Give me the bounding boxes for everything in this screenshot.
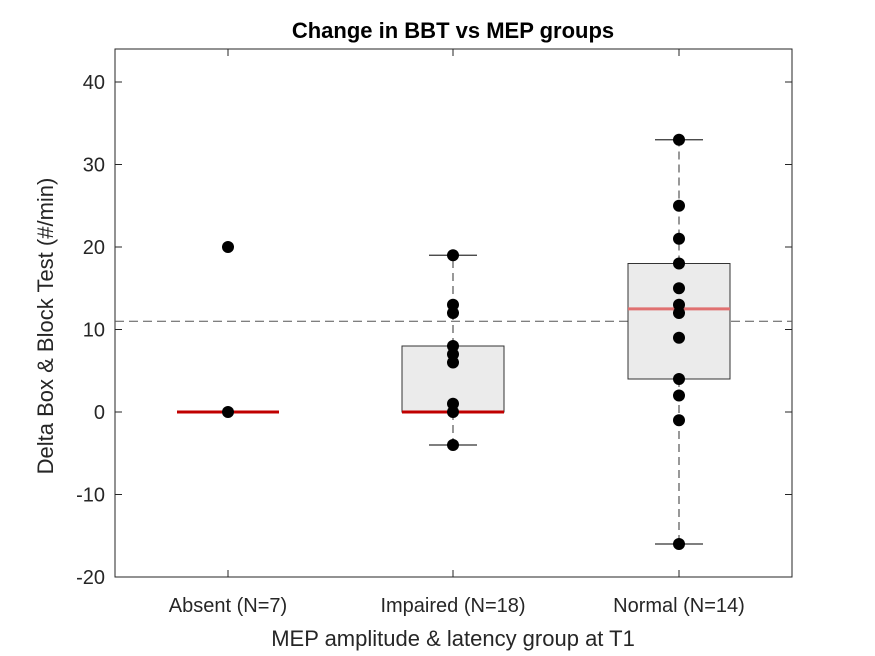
data-point — [447, 307, 459, 319]
data-point — [447, 406, 459, 418]
x-tick-label: Normal (N=14) — [613, 595, 745, 617]
data-point — [673, 307, 685, 319]
y-tick-label: 0 — [94, 402, 105, 424]
box — [627, 263, 731, 380]
x-tick-label: Absent (N=7) — [169, 595, 287, 617]
y-tick-label: -10 — [76, 485, 105, 507]
x-axis-label: MEP amplitude & latency group at T1 — [271, 626, 635, 651]
data-point — [673, 199, 685, 212]
data-point — [447, 356, 459, 369]
data-point — [673, 298, 685, 311]
data-point — [447, 348, 459, 361]
data-point — [673, 232, 685, 245]
data-point — [222, 406, 234, 418]
data-point — [673, 331, 685, 344]
plot-area: -20 -10 0 10 20 30 40 Absent (N=7) Impaired (N=1… — [76, 48, 793, 617]
data-point — [447, 397, 459, 410]
y-axis-label: Delta Box & Block Test (#/min) — [33, 178, 58, 475]
data-point — [673, 282, 685, 295]
y-tick-label: -20 — [76, 567, 105, 589]
y-tick-label: 40 — [83, 72, 105, 94]
x-tick-label: Impaired (N=18) — [380, 595, 525, 617]
data-point — [447, 298, 459, 311]
data-point — [673, 389, 685, 402]
data-point — [673, 414, 685, 427]
y-tick-label: 30 — [83, 155, 105, 177]
data-point — [673, 373, 685, 385]
y-tick-label: 10 — [83, 320, 105, 342]
data-point — [222, 241, 234, 253]
y-tick-label: 20 — [83, 237, 105, 259]
data-point — [447, 249, 459, 262]
data-point — [673, 257, 685, 270]
data-point — [673, 133, 685, 146]
data-point — [447, 340, 459, 352]
data-point — [447, 439, 459, 451]
chart-title: Change in BBT vs MEP groups — [292, 18, 614, 43]
data-point — [673, 538, 685, 550]
